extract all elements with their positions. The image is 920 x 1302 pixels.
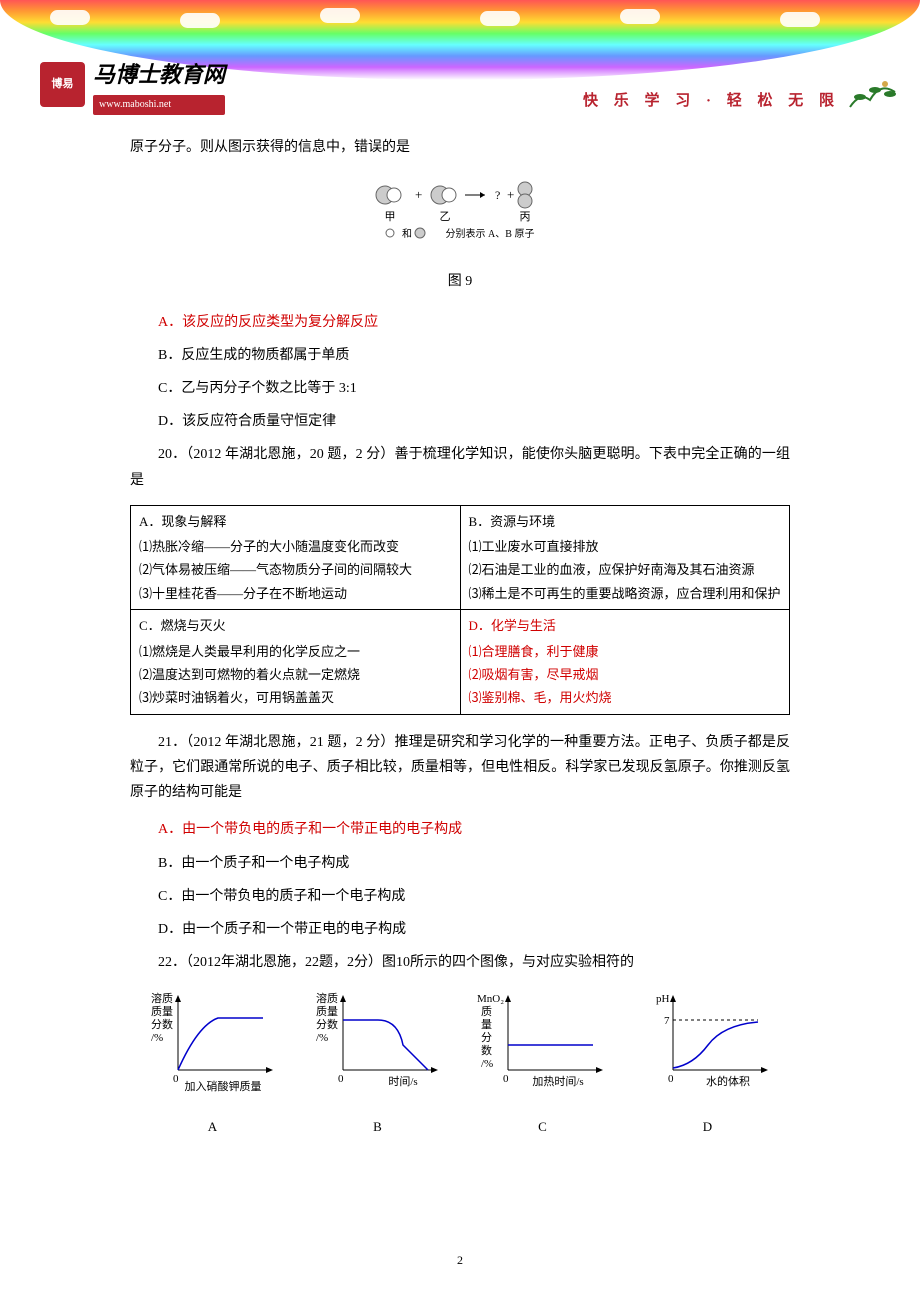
svg-text:加入硝酸钾质量: 加入硝酸钾质量 [184, 1079, 261, 1093]
clouds-deco [0, 5, 920, 35]
q22-intro: 22．（2012年湖北恩施，22题，2分）图10所示的四个图像，与对应实验相符的 [130, 950, 790, 975]
svg-text:7: 7 [664, 1015, 670, 1027]
q19-opt-a: A．该反应的反应类型为复分解反应 [158, 310, 790, 335]
svg-text:分数: 分数 [151, 1018, 173, 1031]
q19-diagram: 甲 + 乙 ? + 丙 和 分别表示 A、B 原子 [130, 175, 790, 254]
cell-c: C．燃烧与灭火 ⑴燃烧是人类最早利用的化学反应之一 ⑵温度达到可燃物的着火点就一… [131, 610, 461, 715]
q19-opt-c: C．乙与丙分子个数之比等于 3:1 [158, 376, 790, 401]
svg-text:分别表示 A、B 原子: 分别表示 A、B 原子 [446, 227, 535, 240]
logo-icon: 博易 [40, 62, 85, 107]
q19-opt-d: D．该反应符合质量守恒定律 [158, 409, 790, 434]
svg-text:/%: /% [316, 1032, 328, 1044]
chart-b-letter: B [295, 1115, 460, 1138]
cell-c-title: C．燃烧与灭火 [139, 614, 452, 637]
cell-b: B．资源与环境 ⑴工业废水可直接排放 ⑵石油是工业的血液，应保护好南海及其石油资… [460, 505, 790, 610]
q21-opt-d: D．由一个质子和一个带正电的电子构成 [158, 917, 790, 942]
q19-intro: 原子分子。则从图示获得的信息中，错误的是 [130, 135, 790, 160]
svg-text:0: 0 [338, 1073, 344, 1085]
q21-opt-c: C．由一个带负电的质子和一个电子构成 [158, 884, 790, 909]
svg-text:/%: /% [151, 1032, 163, 1044]
cell-d-item: ⑶鉴别棉、毛，用火灼烧 [469, 686, 782, 709]
cell-d-title: D．化学与生活 [469, 614, 782, 637]
cell-d: D．化学与生活 ⑴合理膳食，利于健康 ⑵吸烟有害，尽早戒烟 ⑶鉴别棉、毛，用火灼… [460, 610, 790, 715]
svg-text:质量: 质量 [151, 1005, 173, 1018]
q20-table: A．现象与解释 ⑴热胀冷缩——分子的大小随温度变化而改变 ⑵气体易被压缩——气态… [130, 505, 790, 715]
svg-text:+: + [507, 187, 514, 202]
chart-b: 溶质 质量 分数 /% 0 时间/s B [295, 990, 460, 1138]
fig9-caption: 图 9 [130, 269, 790, 294]
svg-text:MnO₂: MnO₂ [477, 993, 504, 1005]
logo-title: 马博士教育网 [93, 55, 225, 95]
chart-a-letter: A [130, 1115, 295, 1138]
page-number: 2 [0, 1250, 920, 1272]
cell-b-item: ⑴工业废水可直接排放 [469, 535, 782, 558]
label-jia: 甲 [385, 211, 396, 223]
q21-intro: 21．（2012 年湖北恩施，21 题，2 分）推理是研究和学习化学的一种重要方… [130, 730, 790, 806]
cell-a-title: A．现象与解释 [139, 510, 452, 533]
svg-text:水的体积: 水的体积 [706, 1074, 750, 1088]
chart-c-letter: C [460, 1115, 625, 1138]
page-header: 博易 马博士教育网 www.maboshi.net 快 乐 学 习 · 轻 松 … [0, 0, 920, 115]
label-yi: 乙 [440, 210, 451, 223]
svg-text:+: + [415, 187, 422, 202]
svg-text:0: 0 [173, 1073, 179, 1085]
document-content: 原子分子。则从图示获得的信息中，错误的是 甲 + 乙 ? + 丙 和 分别表示 … [0, 115, 920, 1138]
chart-d-letter: D [625, 1115, 790, 1138]
cell-a-item: ⑵气体易被压缩——气态物质分子间的间隔较大 [139, 558, 452, 581]
cell-b-title: B．资源与环境 [469, 510, 782, 533]
svg-text:0: 0 [668, 1073, 674, 1085]
logo-url: www.maboshi.net [93, 95, 225, 115]
svg-text:量: 量 [481, 1018, 492, 1031]
chart-c: MnO₂ 质 量 分 数 /% 0 加热时间/s C [460, 990, 625, 1138]
logo-area: 博易 马博士教育网 www.maboshi.net [40, 55, 225, 115]
cell-d-item: ⑴合理膳食，利于健康 [469, 640, 782, 663]
chart-d: pH 0 7 水的体积 D [625, 990, 790, 1138]
charts-row: 溶质 质量 分数 /% 0 加入硝酸钾质量 A 溶质 质量 分数 /% [130, 990, 790, 1138]
svg-text:数: 数 [481, 1044, 492, 1057]
q20-intro: 20．（2012 年湖北恩施，20 题，2 分）善于梳理化学知识，能使你头脑更聪… [130, 442, 790, 492]
svg-text:质: 质 [481, 1005, 492, 1018]
cell-d-item: ⑵吸烟有害，尽早戒烟 [469, 663, 782, 686]
svg-text:/%: /% [481, 1058, 493, 1070]
cell-b-item: ⑶稀土是不可再生的重要战略资源，应合理利用和保护 [469, 582, 782, 605]
q19-opt-b: B．反应生成的物质都属于单质 [158, 343, 790, 368]
svg-text:溶质: 溶质 [316, 991, 338, 1005]
deco-right-icon [845, 72, 905, 112]
cell-a: A．现象与解释 ⑴热胀冷缩——分子的大小随温度变化而改变 ⑵气体易被压缩——气态… [131, 505, 461, 610]
svg-text:pH: pH [656, 993, 670, 1005]
svg-text:质量: 质量 [316, 1005, 338, 1018]
q21-opt-a: A．由一个带负电的质子和一个带正电的电子构成 [158, 817, 790, 842]
cell-c-item: ⑵温度达到可燃物的着火点就一定燃烧 [139, 663, 452, 686]
svg-text:0: 0 [503, 1073, 509, 1085]
cell-a-item: ⑴热胀冷缩——分子的大小随温度变化而改变 [139, 535, 452, 558]
svg-text:和: 和 [402, 228, 412, 240]
slogan-text: 快 乐 学 习 · 轻 松 无 限 [583, 88, 840, 115]
svg-text:分数: 分数 [316, 1018, 338, 1031]
svg-text:加热时间/s: 加热时间/s [532, 1075, 583, 1088]
svg-text:?: ? [495, 188, 500, 202]
cell-c-item: ⑴燃烧是人类最早利用的化学反应之一 [139, 640, 452, 663]
logo-char: 博易 [52, 75, 74, 95]
cell-c-item: ⑶炒菜时油锅着火，可用锅盖盖灭 [139, 686, 452, 709]
svg-text:时间/s: 时间/s [388, 1075, 417, 1088]
cell-a-item: ⑶十里桂花香——分子在不断地运动 [139, 582, 452, 605]
svg-text:分: 分 [481, 1031, 492, 1044]
label-bing: 丙 [520, 211, 531, 223]
svg-text:溶质: 溶质 [151, 991, 173, 1005]
chart-a: 溶质 质量 分数 /% 0 加入硝酸钾质量 A [130, 990, 295, 1138]
cell-b-item: ⑵石油是工业的血液，应保护好南海及其石油资源 [469, 558, 782, 581]
q21-opt-b: B．由一个质子和一个电子构成 [158, 851, 790, 876]
